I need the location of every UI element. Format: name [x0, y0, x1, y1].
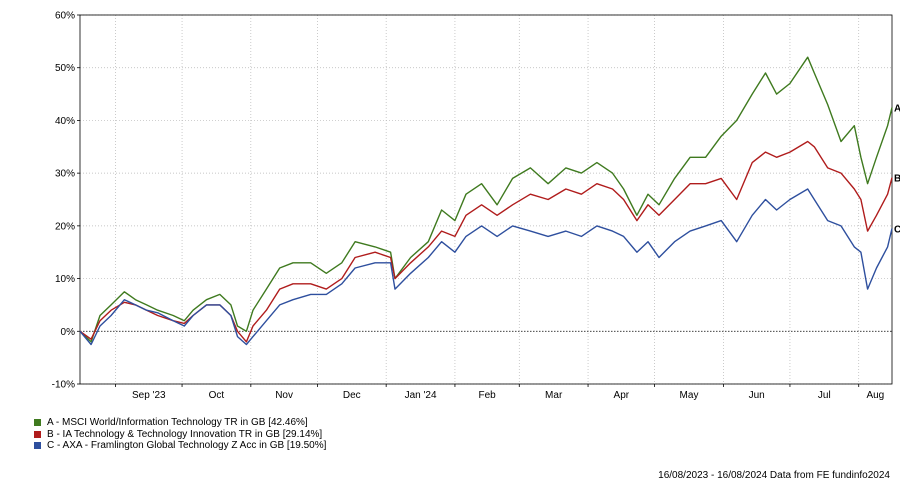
x-tick-label: Jun [749, 390, 765, 401]
series-line-b [79, 140, 893, 343]
y-tick-label: 20% [55, 221, 75, 232]
y-tick-label: 50% [55, 63, 75, 74]
x-tick-label: Jan '24 [405, 390, 437, 401]
y-tick-label: 0% [61, 327, 76, 338]
x-tick-label: Dec [343, 390, 361, 401]
series-end-label-a: A [894, 103, 900, 114]
legend-swatch-c [34, 442, 41, 450]
plot-frame [79, 14, 893, 385]
legend-item-a: A - MSCI World/Information Technology TR… [34, 417, 326, 429]
x-tick-label: Mar [545, 390, 563, 401]
legend-swatch-b [34, 430, 41, 438]
legend-item-c: C - AXA - Framlington Global Technology … [34, 440, 326, 452]
y-tick-label: 10% [55, 274, 75, 285]
x-tick-label: Feb [478, 390, 496, 401]
legend-label-c: C - AXA - Framlington Global Technology … [47, 440, 327, 451]
y-tick-label: -10% [52, 380, 75, 391]
series-line-c [79, 188, 893, 346]
legend-item-b: B - IA Technology & Technology Innovatio… [34, 429, 326, 441]
legend-label-a: A - MSCI World/Information Technology TR… [47, 417, 308, 428]
performance-line-chart: 60% 50% 40% 30% 20% 10% 0% -10% Sep '23 Oct Nov Dec… [52, 11, 900, 402]
legend-swatch-a [34, 419, 41, 427]
x-tick-label: Nov [275, 390, 293, 401]
x-tick-label: Jul [818, 390, 831, 401]
y-tick-label: 60% [55, 11, 75, 22]
x-tick-label: Apr [614, 390, 630, 401]
gridlines [80, 14, 892, 385]
y-tick-label: 40% [55, 116, 75, 127]
legend-label-b: B - IA Technology & Technology Innovatio… [47, 428, 323, 440]
x-tick-label: May [680, 390, 699, 401]
tick-labels: 60% 50% 40% 30% 20% 10% 0% -10% Sep '23 Oct Nov Dec… [52, 11, 900, 402]
y-tick-label: 30% [55, 169, 75, 180]
axes [77, 14, 893, 387]
data-source-footer: 16/08/2023 - 16/08/2024 Data from FE fun… [658, 470, 890, 481]
legend: A - MSCI World/Information Technology TR… [34, 417, 326, 452]
x-tick-label: Oct [209, 390, 225, 401]
x-tick-label: Sep '23 [132, 390, 166, 401]
series-end-label-c: C [894, 224, 900, 235]
x-tick-label: Aug [866, 390, 884, 401]
series-lines [79, 56, 893, 346]
series-end-label-b: B [894, 174, 900, 185]
series-line-a [79, 56, 893, 343]
